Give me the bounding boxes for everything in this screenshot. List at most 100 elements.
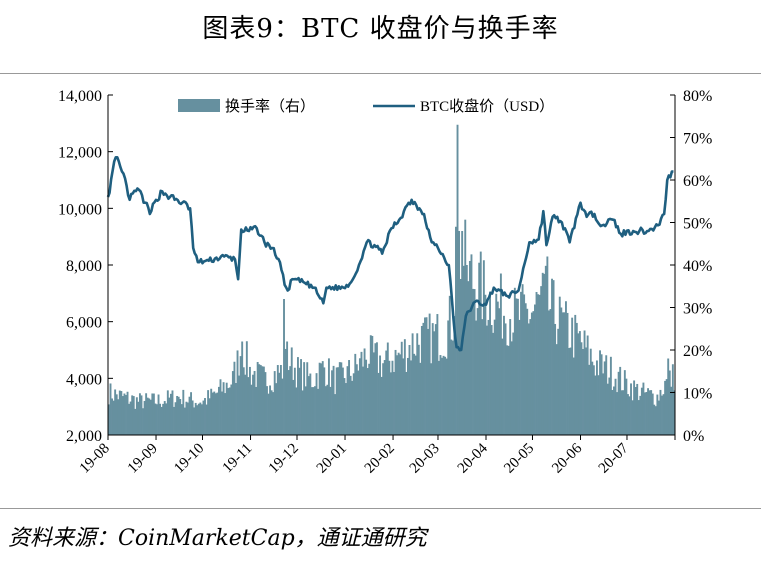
turnover-bar xyxy=(397,352,400,435)
turnover-bar xyxy=(393,371,395,435)
turnover-bar xyxy=(159,403,162,435)
x-tick-label: 20-02 xyxy=(362,441,398,477)
turnover-bar xyxy=(661,395,663,435)
turnover-bar xyxy=(385,350,388,435)
turnover-bar xyxy=(194,402,197,435)
x-tick-label: 20-01 xyxy=(314,441,350,477)
turnover-bar xyxy=(433,331,436,435)
turnover-bar xyxy=(168,397,171,435)
left-tick-label: 14,000 xyxy=(58,88,102,105)
x-tick-label: 19-10 xyxy=(171,441,207,477)
left-tick-label: 4,000 xyxy=(66,371,102,388)
turnover-bar xyxy=(111,398,113,435)
turnover-bar xyxy=(583,330,586,435)
turnover-bar xyxy=(603,361,606,435)
turnover-bar xyxy=(673,390,676,435)
turnover-bar xyxy=(420,325,423,435)
turnover-bar xyxy=(458,230,461,435)
turnover-bar xyxy=(300,359,302,435)
turnover-bar xyxy=(279,364,282,435)
turnover-bar xyxy=(427,328,430,435)
turnover-bar xyxy=(668,370,671,435)
turnover-bar xyxy=(208,398,211,435)
turnover-bar xyxy=(402,358,405,435)
turnover-bar xyxy=(428,313,431,435)
turnover-bar xyxy=(380,376,383,435)
turnover-bar xyxy=(108,404,110,435)
turnover-bar xyxy=(468,260,471,435)
left-tick-label: 12,000 xyxy=(58,145,102,162)
turnover-bar xyxy=(131,395,134,435)
turnover-bar xyxy=(145,393,148,435)
turnover-bar xyxy=(509,319,512,435)
turnover-bar xyxy=(520,291,522,435)
turnover-bar xyxy=(414,355,417,435)
turnover-bar xyxy=(357,370,360,435)
x-tick-label: 19-08 xyxy=(77,441,113,477)
turnover-bar xyxy=(242,367,245,435)
chart-title: 图表9：BTC 收盘价与换手率 xyxy=(202,14,559,44)
turnover-bar xyxy=(405,371,408,435)
turnover-bar xyxy=(540,286,543,435)
turnover-bar xyxy=(210,388,213,435)
turnover-bar xyxy=(297,357,299,435)
x-tick-label: 19-12 xyxy=(266,441,302,477)
turnover-bar xyxy=(489,291,491,435)
turnover-bar xyxy=(547,310,550,435)
turnover-bar xyxy=(140,395,143,435)
turnover-bar xyxy=(163,401,166,435)
turnover-bar xyxy=(120,391,123,435)
turnover-bar xyxy=(518,319,521,435)
source-rule xyxy=(0,508,761,509)
turnover-bar xyxy=(200,404,203,435)
turnover-bar xyxy=(149,399,152,435)
turnover-bar xyxy=(284,348,287,435)
turnover-bar xyxy=(532,311,535,435)
turnover-bar xyxy=(653,404,656,435)
turnover-bar xyxy=(490,325,493,435)
turnover-bar xyxy=(332,365,335,435)
turnover-bar xyxy=(574,314,577,435)
turnover-bar xyxy=(413,353,416,435)
turnover-bar xyxy=(334,394,337,435)
turnover-bar xyxy=(571,317,574,435)
turnover-bar xyxy=(537,294,540,435)
turnover-bar xyxy=(515,298,518,435)
turnover-bar xyxy=(400,341,403,435)
turnover-bar xyxy=(600,354,603,435)
turnover-bar xyxy=(582,348,584,435)
turnover-bar xyxy=(462,265,465,435)
turnover-bar xyxy=(647,388,650,435)
turnover-bar xyxy=(501,338,504,435)
turnover-bar xyxy=(493,319,496,435)
turnover-bar xyxy=(183,407,186,435)
turnover-bar xyxy=(358,358,361,435)
turnover-bar xyxy=(425,317,428,435)
turnover-bar xyxy=(476,308,479,435)
right-tick-label: 10% xyxy=(683,386,712,403)
right-tick-label: 80% xyxy=(683,88,712,105)
turnover-bar xyxy=(580,342,583,435)
turnover-bar xyxy=(292,379,295,435)
turnover-bar xyxy=(326,384,329,435)
turnover-bar xyxy=(616,392,619,435)
turnover-bar xyxy=(456,124,459,435)
turnover-bar xyxy=(437,360,440,435)
turnover-bar xyxy=(498,308,501,435)
turnover-bar xyxy=(441,357,443,435)
turnover-bar xyxy=(283,299,285,435)
turnover-bar xyxy=(592,365,595,435)
turnover-bar xyxy=(132,396,135,435)
turnover-bar xyxy=(255,386,258,435)
turnover-bar xyxy=(253,370,256,435)
turnover-bar xyxy=(664,380,667,435)
turnover-bar xyxy=(424,317,426,435)
turnover-bar xyxy=(597,375,600,435)
turnover-bar xyxy=(589,348,592,435)
turnover-bar xyxy=(156,404,158,435)
turnover-bar xyxy=(555,344,558,435)
turnover-bar xyxy=(256,361,259,435)
turnover-bar xyxy=(563,312,566,435)
turnover-bar xyxy=(207,390,210,435)
turnover-bar xyxy=(355,364,358,435)
